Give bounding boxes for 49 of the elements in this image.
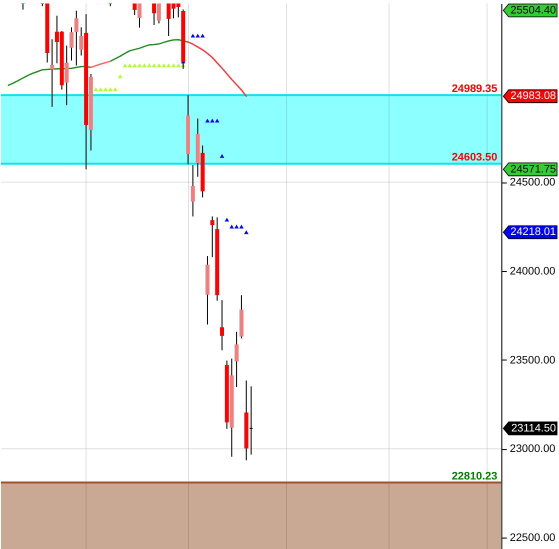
- candlestick: [220, 300, 224, 351]
- point: [230, 224, 234, 228]
- point: [196, 34, 200, 38]
- point: [224, 218, 230, 222]
- point: [214, 118, 220, 123]
- y-tick-label: 23500.00: [510, 354, 556, 366]
- ref-line-label: 22810.23: [452, 470, 498, 482]
- point: [166, 63, 171, 68]
- point: [108, 87, 113, 92]
- candlestick: [190, 164, 195, 217]
- candlestick: [156, 3, 161, 24]
- point: [220, 154, 224, 158]
- candlestick: [79, 26, 84, 56]
- point: [244, 230, 249, 234]
- point: [112, 87, 118, 92]
- point: [176, 63, 181, 68]
- text: 25504.40: [510, 4, 556, 16]
- candlestick: [234, 331, 239, 388]
- candlestick: [50, 38, 54, 108]
- text: 24218.01: [510, 226, 556, 238]
- y-tick-label: 24500.00: [510, 176, 556, 189]
- point: [146, 63, 152, 68]
- point: [239, 224, 244, 228]
- y-tick-label: 23000.00: [510, 443, 556, 456]
- y-tick-label: 24000.00: [510, 265, 556, 278]
- candlestick: [152, 3, 156, 26]
- candlestick: [137, 3, 142, 28]
- ref-line-label: 24603.50: [452, 152, 498, 164]
- point: [98, 87, 103, 92]
- ref-line-label: 24989.35: [452, 83, 498, 96]
- point: [190, 34, 196, 38]
- point: [210, 118, 215, 123]
- point: [200, 34, 205, 38]
- candlestick: [70, 26, 74, 62]
- point: [205, 118, 210, 123]
- text: 23114.50: [511, 422, 556, 434]
- point: [103, 87, 108, 92]
- text: 24983.08: [510, 90, 556, 102]
- y-tick-label: 22500.00: [510, 532, 556, 544]
- point: [156, 63, 162, 68]
- candlestick: [64, 45, 69, 106]
- text: 24571.75: [510, 163, 556, 176]
- line-series: [90, 60, 112, 68]
- candlestick: [74, 10, 78, 66]
- line-series: [187, 41, 247, 97]
- point: [118, 74, 122, 78]
- point: [94, 87, 98, 92]
- candlestick: [210, 216, 214, 258]
- point: [234, 224, 239, 228]
